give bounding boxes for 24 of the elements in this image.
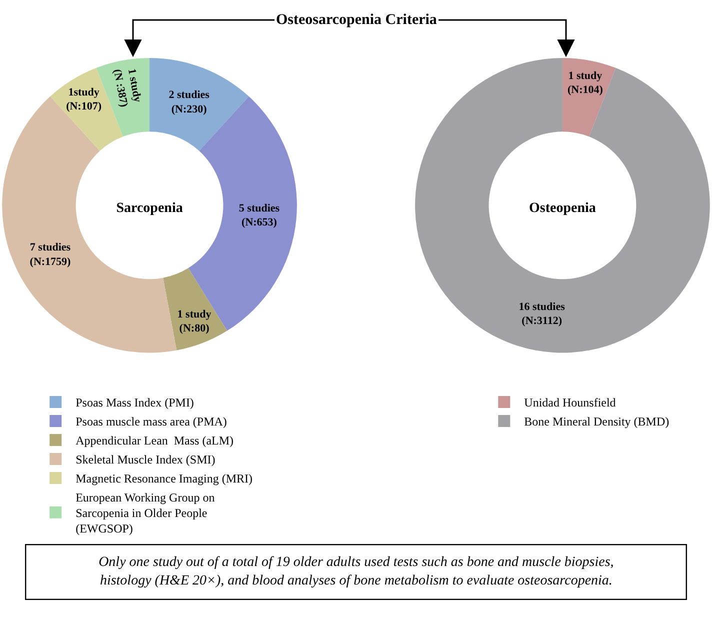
- legend-label: Appendicular Lean Mass (aLM): [76, 434, 234, 448]
- data-label: 1 study (N :387): [110, 68, 144, 108]
- donut-slice: [562, 58, 616, 137]
- data-label: 2 studies (N:230): [168, 89, 210, 116]
- data-label: 1 study (N:80): [177, 308, 212, 335]
- data-label: 1study (N:107): [66, 86, 102, 113]
- data-label: 7 studies (N:1759): [30, 242, 72, 268]
- text: Osteosarcopenia Criteria: [276, 12, 438, 28]
- data-label: 5 studies (N:653): [238, 202, 280, 229]
- donut-slice: [150, 58, 249, 151]
- legend-label: Psoas muscle mass area (PMA): [76, 414, 227, 429]
- data-label: 16 studies (N:3112): [518, 300, 566, 328]
- data-label: 1 study (N:104): [567, 70, 604, 96]
- text: Only one study out of a total of 19 older adults used tests such as bone and muscle biopsies, histology (H&E 20×), and blood analyses of bone metabolism to evaluate osteosarcopenia.: [98, 555, 614, 588]
- legend-label: Psoas Mass Index (PMI): [76, 396, 194, 410]
- text: Osteopenia: [529, 200, 596, 216]
- legend-label: Unidad Hounsfield: [524, 396, 616, 410]
- donut-slice: [163, 268, 228, 350]
- legend-label: Magnetic Resonance Imaging (MRI): [76, 472, 253, 486]
- legend-label: Bone Mineral Density (BMD): [524, 414, 670, 429]
- donut-slice: [415, 58, 710, 353]
- legend-label: European Working Group on Sarcopenia in Older People (EWGSOP): [76, 490, 215, 536]
- legend-label: Skeletal Muscle Index (SMI): [76, 452, 216, 467]
- text: Sarcopenia: [116, 200, 183, 216]
